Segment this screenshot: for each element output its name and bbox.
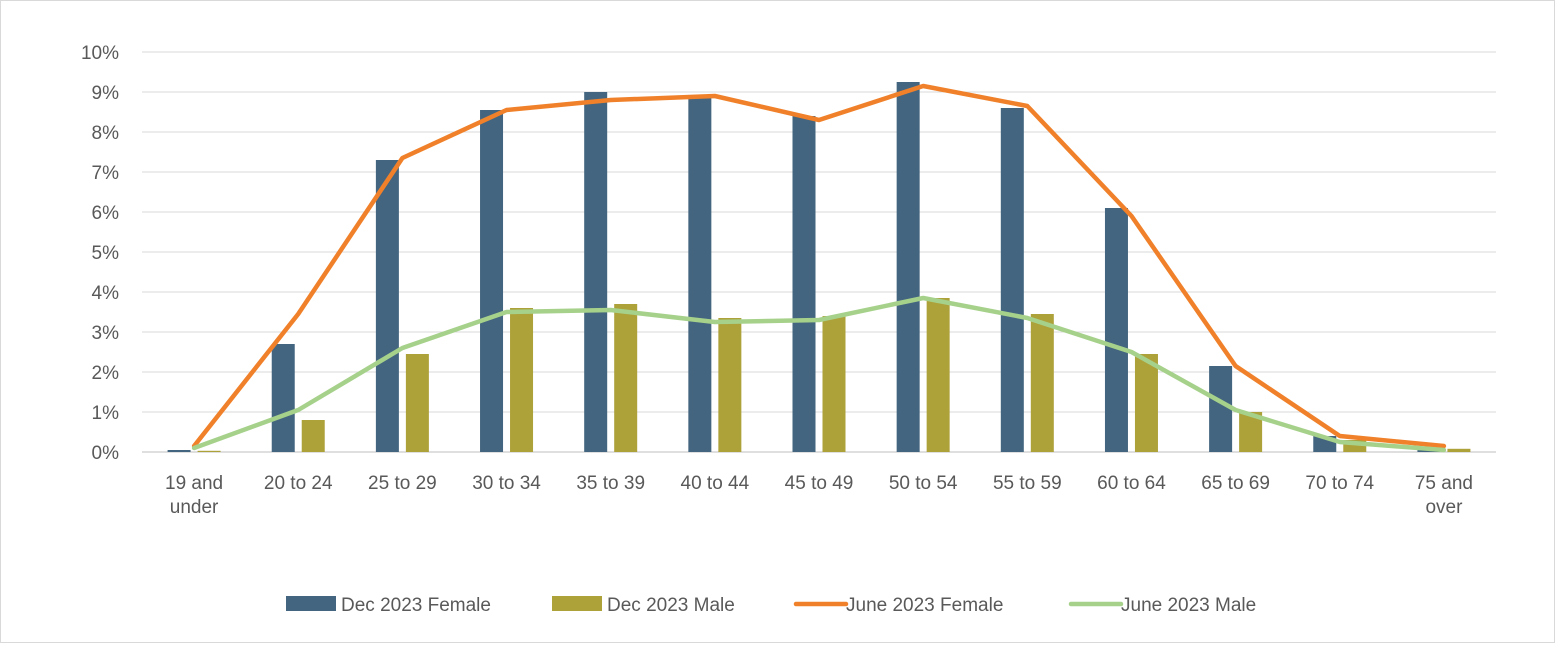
bar-dec-2023-female — [1000, 108, 1024, 452]
y-tick-label: 7% — [92, 163, 120, 184]
x-tick-label: 20 to 24 — [264, 473, 333, 494]
x-tick-label: 40 to 44 — [681, 473, 750, 494]
bar-dec-2023-female — [271, 344, 295, 452]
bar-dec-2023-male — [926, 298, 950, 452]
bar-dec-2023-male — [1447, 448, 1471, 452]
x-tick-label: 70 to 74 — [1305, 473, 1374, 494]
x-tick-label: 30 to 34 — [472, 473, 541, 494]
y-tick-label: 9% — [92, 83, 120, 104]
bar-dec-2023-male — [301, 420, 325, 452]
legend-label: June 2023 Female — [846, 595, 1003, 616]
bar-dec-2023-female — [896, 82, 920, 452]
bar-dec-2023-male — [405, 354, 429, 452]
x-tick-label: 35 to 39 — [576, 473, 645, 494]
legend: Dec 2023 Female Dec 2023 Male June 2023 Fe… — [286, 595, 1256, 616]
x-tick-label: 50 to 54 — [889, 473, 958, 494]
bar-dec-2023-female — [688, 98, 712, 452]
x-tick-label: 25 to 29 — [368, 473, 437, 494]
y-tick-label: 5% — [92, 243, 120, 264]
bar-dec-2023-female — [167, 450, 191, 452]
legend-label: June 2023 Male — [1121, 595, 1256, 616]
bar-dec-2023-male — [614, 304, 638, 452]
bar-dec-2023-male — [1239, 412, 1263, 452]
bar-dec-2023-female — [792, 116, 816, 452]
x-axis-ticks: 19 and under 20 to 24 25 to 29 30 to 34 35 to… — [165, 473, 1473, 518]
bar-dec-2023-female — [375, 160, 399, 452]
gridlines — [142, 51, 1496, 453]
legend-key-dec-2023-male — [552, 596, 602, 611]
bar-dec-2023-male — [822, 316, 846, 452]
legend-label: Dec 2023 Male — [607, 595, 735, 616]
bar-dec-2023-male — [197, 450, 221, 452]
x-tick-label: 19 and under — [165, 473, 223, 518]
legend-key-dec-2023-female — [286, 596, 336, 611]
y-tick-label: 6% — [92, 203, 120, 224]
x-tick-label: 60 to 64 — [1097, 473, 1166, 494]
bar-dec-2023-male — [718, 318, 742, 452]
bar-dec-2023-female — [584, 92, 608, 452]
y-tick-label: 3% — [92, 323, 120, 344]
y-tick-label: 1% — [92, 403, 120, 424]
legend-label: Dec 2023 Female — [341, 595, 491, 616]
line-june-2023-female — [191, 83, 1447, 449]
lines — [191, 83, 1447, 453]
line-june-2023-male — [191, 295, 1447, 453]
x-tick-label: 65 to 69 — [1201, 473, 1270, 494]
bar-dec-2023-female — [1209, 366, 1233, 452]
bar-dec-2023-male — [1030, 314, 1054, 452]
y-tick-label: 4% — [92, 283, 120, 304]
y-tick-label: 10% — [81, 43, 119, 64]
bars — [167, 82, 1471, 452]
bar-dec-2023-male — [510, 308, 534, 452]
y-tick-label: 2% — [92, 363, 120, 384]
x-tick-label: 45 to 49 — [785, 473, 854, 494]
y-axis-ticks: 0% 1% 2% 3% 4% 5% 6% 7% 8% 9% 10% — [81, 43, 119, 464]
x-tick-label: 55 to 59 — [993, 473, 1062, 494]
x-tick-label: 75 and over — [1415, 473, 1473, 518]
y-tick-label: 0% — [92, 443, 120, 464]
y-tick-label: 8% — [92, 123, 120, 144]
bar-dec-2023-male — [1134, 354, 1158, 452]
bar-dec-2023-female — [1104, 208, 1128, 452]
bar-dec-2023-female — [480, 110, 504, 452]
